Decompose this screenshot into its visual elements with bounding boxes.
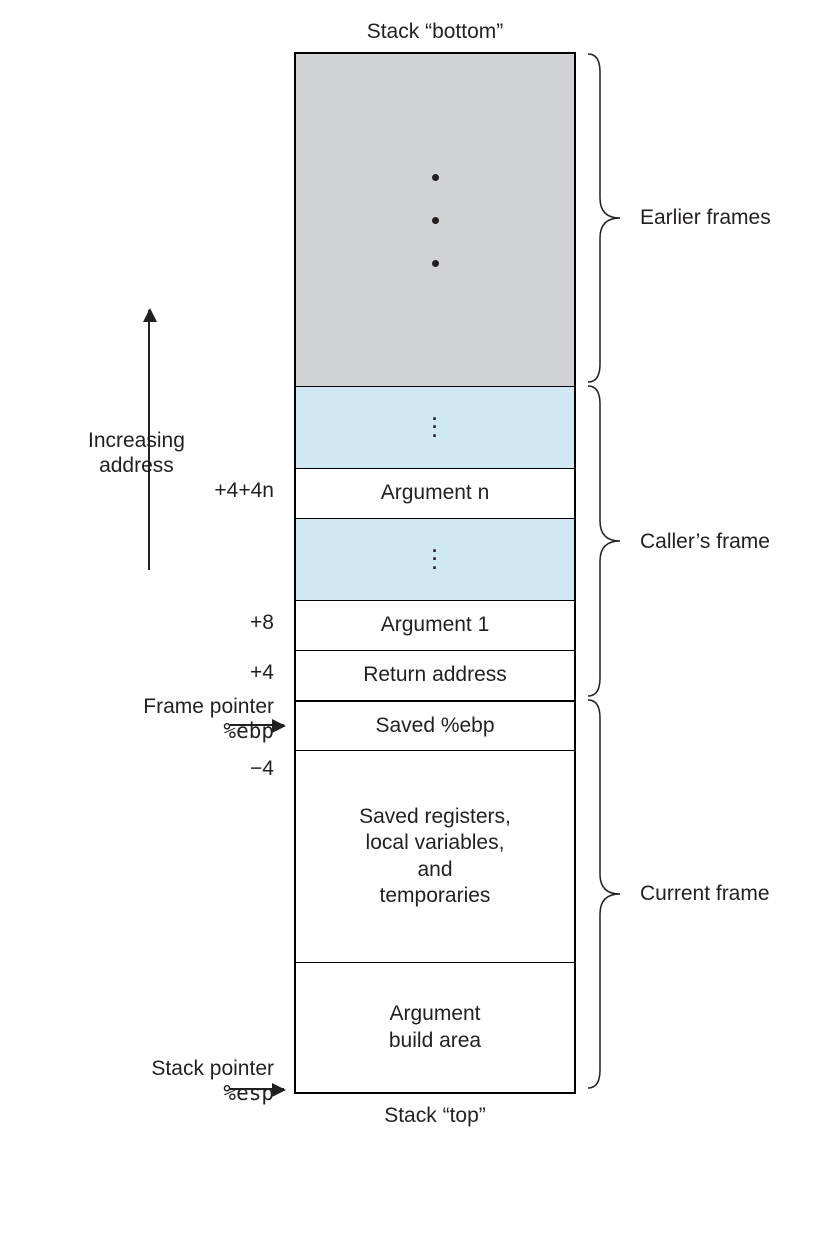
cell-arg-1: Argument 1 xyxy=(296,600,574,650)
cell-earlier xyxy=(296,54,574,386)
frame-pointer-line1: Frame pointer xyxy=(143,695,274,718)
brace-earlier xyxy=(582,52,632,384)
brace-caller xyxy=(582,384,632,698)
label-stack-top: Stack “top” xyxy=(294,1104,576,1128)
frame-pointer-line2: %ebp xyxy=(223,719,274,743)
cell-arg-1-text: Argument 1 xyxy=(381,612,490,638)
label-stack-bottom: Stack “bottom” xyxy=(294,20,576,44)
cell-ret-addr: Return address xyxy=(296,650,574,700)
stack-pointer-label: Stack pointer %esp xyxy=(151,1056,284,1106)
cell-saved-ebp-text: Saved %ebp xyxy=(375,713,494,739)
brace-current xyxy=(582,698,632,1090)
increasing-address-label: Increasing address xyxy=(88,428,185,478)
cell-caller-dots2: · · · xyxy=(296,518,574,600)
cell-ret-addr-text: Return address xyxy=(363,662,507,688)
cell-arg-n-text: Argument n xyxy=(381,480,490,506)
frame-pointer-label: Frame pointer %ebp xyxy=(143,694,284,744)
brace-current-label: Current frame xyxy=(640,882,770,906)
frame-pointer-arrow xyxy=(230,724,284,726)
offset-arg-n: +4+4n xyxy=(214,478,284,503)
cell-locals-text: Saved registers, local variables, and te… xyxy=(359,804,511,909)
cell-locals: Saved registers, local variables, and te… xyxy=(296,750,574,962)
increasing-address-text: Increasing address xyxy=(88,429,185,477)
stack-pointer-arrow xyxy=(230,1088,284,1090)
cell-caller-dots1: · · · xyxy=(296,386,574,468)
brace-earlier-label: Earlier frames xyxy=(640,206,771,230)
brace-caller-label: Caller’s frame xyxy=(640,530,770,554)
cell-arg-n: Argument n xyxy=(296,468,574,518)
cell-arg-build: Argument build area xyxy=(296,962,574,1092)
cell-arg-build-text: Argument build area xyxy=(389,1001,481,1054)
cell-saved-ebp: Saved %ebp xyxy=(296,700,574,750)
offset-minus4: −4 xyxy=(250,756,284,781)
stack-frame-diagram: Stack “bottom” · · · Argument n · · · Argum… xyxy=(0,0,836,1236)
stack-pointer-line1: Stack pointer xyxy=(151,1057,274,1080)
offset-return: +4 xyxy=(250,660,284,685)
stack-pointer-line2: %esp xyxy=(223,1081,274,1105)
stack-column: · · · Argument n · · · Argument 1 Return add… xyxy=(294,52,576,1094)
offset-arg-1: +8 xyxy=(250,610,284,635)
